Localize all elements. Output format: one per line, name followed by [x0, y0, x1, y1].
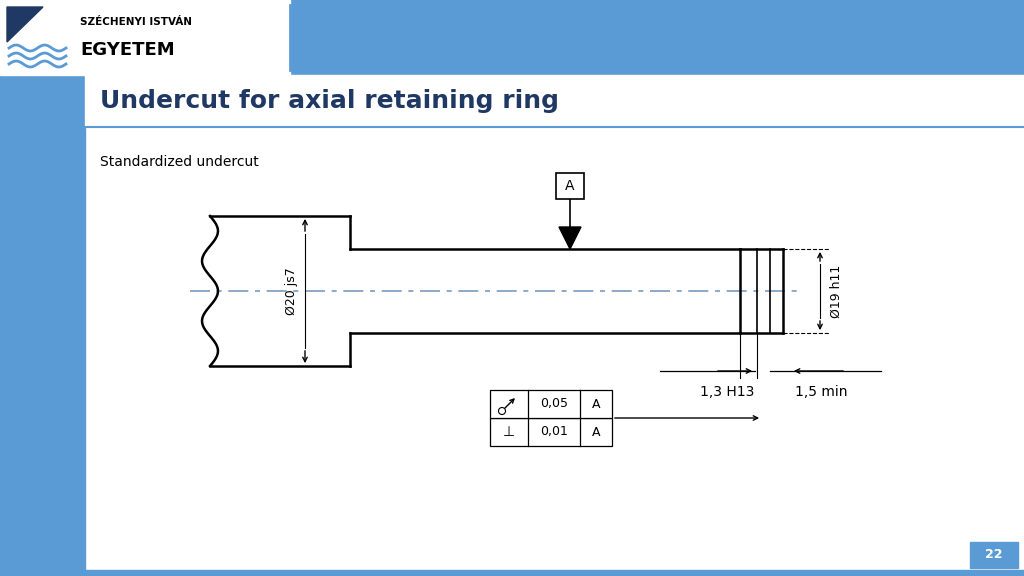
- Text: 1,3 H13: 1,3 H13: [700, 385, 755, 399]
- Bar: [0, 0, 1024, 75]
- Polygon shape: [7, 7, 43, 42]
- Bar: [85, 75, 1024, 127]
- Text: Undercut for axial retaining ring: Undercut for axial retaining ring: [100, 89, 559, 113]
- Bar: [970, 542, 1018, 568]
- Text: Standardized undercut: Standardized undercut: [100, 155, 259, 169]
- Bar: [85, 570, 1024, 576]
- Bar: [0, 0, 290, 75]
- Polygon shape: [559, 227, 581, 249]
- Text: A: A: [592, 397, 600, 411]
- Text: 1,5 min: 1,5 min: [795, 385, 847, 399]
- Bar: [490, 390, 612, 418]
- Bar: [556, 173, 584, 199]
- Bar: [0, 75, 85, 576]
- Text: ⊥: ⊥: [503, 425, 515, 439]
- Text: Ø20 js7: Ø20 js7: [285, 267, 298, 315]
- Bar: [490, 418, 612, 446]
- Text: SZÉCHENYI ISTVÁN: SZÉCHENYI ISTVÁN: [80, 17, 193, 27]
- Text: EGYETEM: EGYETEM: [80, 41, 175, 59]
- Text: Ø19 h11: Ø19 h11: [829, 264, 843, 317]
- Text: 0,01: 0,01: [540, 426, 568, 438]
- Text: A: A: [565, 179, 574, 193]
- Text: 0,05: 0,05: [540, 397, 568, 411]
- Text: A: A: [592, 426, 600, 438]
- Bar: [5, 5, 70, 70]
- Text: 22: 22: [985, 548, 1002, 562]
